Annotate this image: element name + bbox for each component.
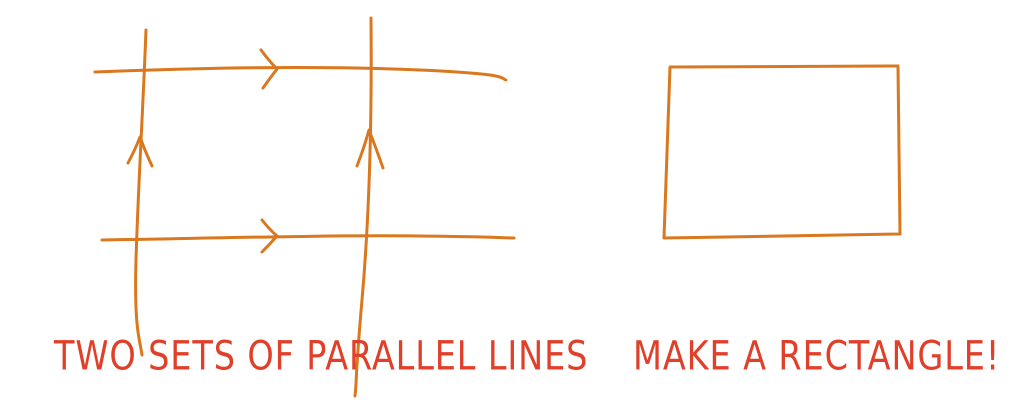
vertical-line-left: [134, 28, 148, 357]
caption: TWO SETS OF PARALLEL LINES MAKE A RECTAN…: [54, 325, 999, 386]
horizontal-line-top: [93, 66, 508, 82]
vertical-line-right: [353, 16, 373, 398]
arrowhead-top: [259, 48, 279, 90]
arrowhead-left-vertical: [126, 135, 154, 168]
horizontal-line-bottom: [100, 234, 516, 242]
caption-left-text: TWO SETS OF PARALLEL LINES: [54, 333, 589, 379]
rectangle-shape: [662, 64, 902, 240]
caption-right-text: MAKE A RECTANGLE!: [633, 333, 1001, 379]
arrowhead-right-vertical: [355, 128, 385, 170]
arrowhead-bottom: [260, 218, 279, 254]
